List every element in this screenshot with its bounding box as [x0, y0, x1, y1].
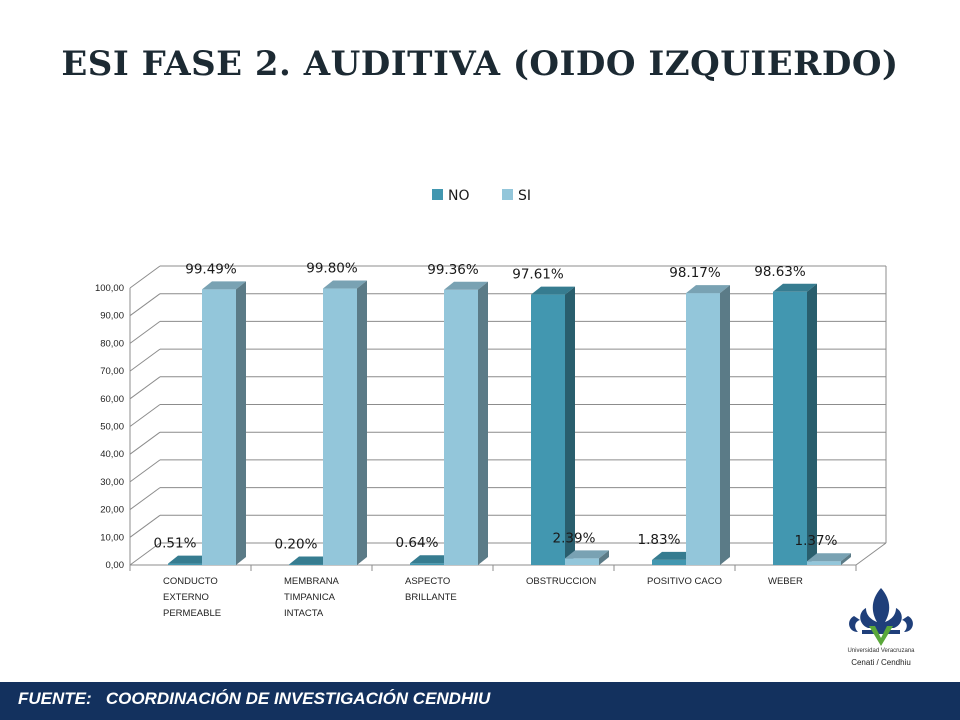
data-label-no: 0.64% — [396, 535, 439, 551]
data-label-si: 99.36% — [427, 262, 479, 278]
data-label-no: 0.20% — [275, 536, 318, 552]
data-label-si: 2.39% — [553, 530, 596, 546]
bar-no — [289, 564, 323, 565]
bar-si — [807, 561, 841, 565]
logo-department-name: Cenati / Cendhiu — [851, 658, 911, 667]
bar-no — [531, 294, 565, 565]
x-axis-depth-line — [855, 542, 887, 566]
data-label-si: 98.17% — [669, 265, 721, 281]
x-category-label: EXTERNO — [163, 592, 209, 603]
y-tick-label: 60,00 — [100, 394, 124, 405]
legend-swatch-no — [432, 189, 443, 200]
y-tick-label: 90,00 — [100, 311, 124, 322]
page-title: ESI FASE 2. AUDITIVA (OIDO IZQUIERDO) — [61, 44, 899, 84]
chart-legend: NO SI — [432, 188, 531, 204]
bar-si — [565, 558, 599, 565]
x-category-label: ASPECTO — [405, 576, 450, 587]
footer-source-text: FUENTE: COORDINACIÓN DE INVESTIGACIÓN CE… — [18, 689, 491, 708]
gridline-diagonal — [129, 348, 161, 372]
chart-data-labels: 0.51% 99.49% 0.20% 99.80% 0.64% 99.36% 97.61% 2… — [154, 261, 838, 553]
bar-top-no — [531, 286, 575, 295]
gridline-diagonal — [129, 542, 161, 566]
gridline-diagonal — [129, 514, 161, 538]
x-category-label: WEBER — [768, 576, 803, 587]
bar-top-si — [323, 280, 367, 289]
gridline-diagonal — [129, 487, 161, 511]
chart-grid — [129, 265, 886, 566]
bar-si — [686, 293, 720, 565]
bar-si — [202, 289, 236, 565]
bar-side-si — [841, 553, 851, 565]
bar-top-si — [202, 281, 246, 290]
bar-side-si — [720, 285, 730, 565]
bar-no — [652, 559, 686, 565]
footer-bar: FUENTE: COORDINACIÓN DE INVESTIGACIÓN CE… — [0, 682, 960, 720]
gridline-diagonal — [129, 293, 161, 317]
bar-top-si — [565, 550, 609, 559]
chart-axes: 0,00 10,00 20,00 30,00 40,00 50,00 60,00 70,00 8… — [95, 266, 887, 619]
data-label-si: 1.37% — [795, 533, 838, 549]
bar-top-si — [807, 553, 851, 562]
x-category-label: OBSTRUCCION — [526, 576, 596, 587]
x-category-label: INTACTA — [284, 608, 324, 619]
x-category-label: CONDUCTO — [163, 576, 218, 587]
university-logo: Universidad Veracruzana Cenati / Cendhiu — [836, 586, 926, 672]
y-tick-label: 30,00 — [100, 477, 124, 488]
fleur-de-lis-icon — [849, 588, 913, 646]
bar-si — [444, 289, 478, 565]
bar-top-no — [168, 555, 212, 564]
bar-side-no — [807, 283, 817, 565]
bar-top-no — [410, 555, 454, 564]
data-label-no: 0.51% — [154, 536, 197, 552]
bar-top-si — [444, 281, 488, 290]
legend-label-no: NO — [448, 188, 470, 204]
bar-no — [773, 291, 807, 565]
bar-no — [410, 563, 444, 565]
gridline-diagonal — [129, 459, 161, 483]
bar-top-no — [289, 556, 333, 565]
y-tick-label: 40,00 — [100, 449, 124, 460]
gridline-diagonal — [129, 265, 161, 289]
x-category-label: BRILLANTE — [405, 592, 457, 603]
y-tick-label: 20,00 — [100, 505, 124, 516]
y-tick-label: 50,00 — [100, 422, 124, 433]
gridline-diagonal — [129, 376, 161, 400]
legend-label-si: SI — [518, 188, 531, 204]
bar-side-si — [599, 550, 609, 565]
bar-top-no — [652, 551, 696, 560]
gridline-diagonal — [129, 320, 161, 344]
data-label-no: 1.83% — [638, 532, 681, 548]
bar-side-no — [565, 286, 575, 565]
bar-chart: 0,00 10,00 20,00 30,00 40,00 50,00 60,00 70,00 8… — [95, 188, 887, 619]
bar-side-si — [478, 281, 488, 565]
gridline-diagonal — [129, 404, 161, 427]
y-tick-label: 100,00 — [95, 283, 124, 294]
bar-side-si — [236, 281, 246, 565]
bar-no — [168, 563, 202, 565]
data-label-no: 98.63% — [754, 264, 806, 280]
x-category-label: TIMPANICA — [284, 592, 336, 603]
y-tick-label: 70,00 — [100, 366, 124, 377]
bar-top-no — [773, 283, 817, 292]
bar-side-si — [357, 280, 367, 565]
x-category-label: PERMEABLE — [163, 608, 221, 619]
legend-swatch-si — [502, 189, 513, 200]
y-tick-label: 10,00 — [100, 532, 124, 543]
x-category-label: MEMBRANA — [284, 576, 340, 587]
data-label-si: 99.49% — [185, 261, 237, 277]
y-tick-label: 0,00 — [106, 560, 125, 571]
data-label-si: 99.80% — [306, 261, 358, 277]
x-category-label: POSITIVO CACO — [647, 576, 722, 587]
bar-top-si — [686, 285, 730, 294]
chart-bars — [168, 280, 851, 565]
gridline-diagonal — [129, 431, 161, 455]
bar-si — [323, 288, 357, 565]
logo-university-name: Universidad Veracruzana — [847, 648, 915, 654]
y-tick-label: 80,00 — [100, 338, 124, 349]
data-label-no: 97.61% — [512, 267, 564, 283]
